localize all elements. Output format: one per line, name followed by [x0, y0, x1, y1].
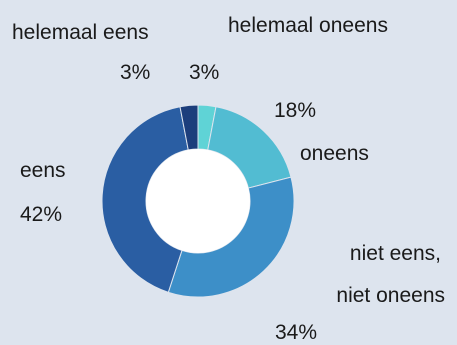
donut-slices — [101, 104, 295, 298]
value-helemaal-eens: 3% — [120, 61, 151, 84]
label-eens: eens — [20, 159, 66, 182]
label-helemaal-eens: helemaal eens — [12, 21, 149, 44]
label-oneens: oneens — [300, 142, 369, 165]
label-helemaal-oneens: helemaal oneens — [228, 14, 388, 37]
label-niet-eens-line2: niet oneens — [336, 284, 445, 307]
value-niet-eens: 34% — [275, 321, 318, 344]
label-niet-eens-line1: niet eens, — [349, 242, 441, 265]
value-helemaal-oneens: 3% — [189, 61, 220, 84]
donut-hole — [146, 149, 250, 253]
value-eens: 42% — [20, 203, 63, 226]
value-oneens: 18% — [274, 99, 317, 122]
